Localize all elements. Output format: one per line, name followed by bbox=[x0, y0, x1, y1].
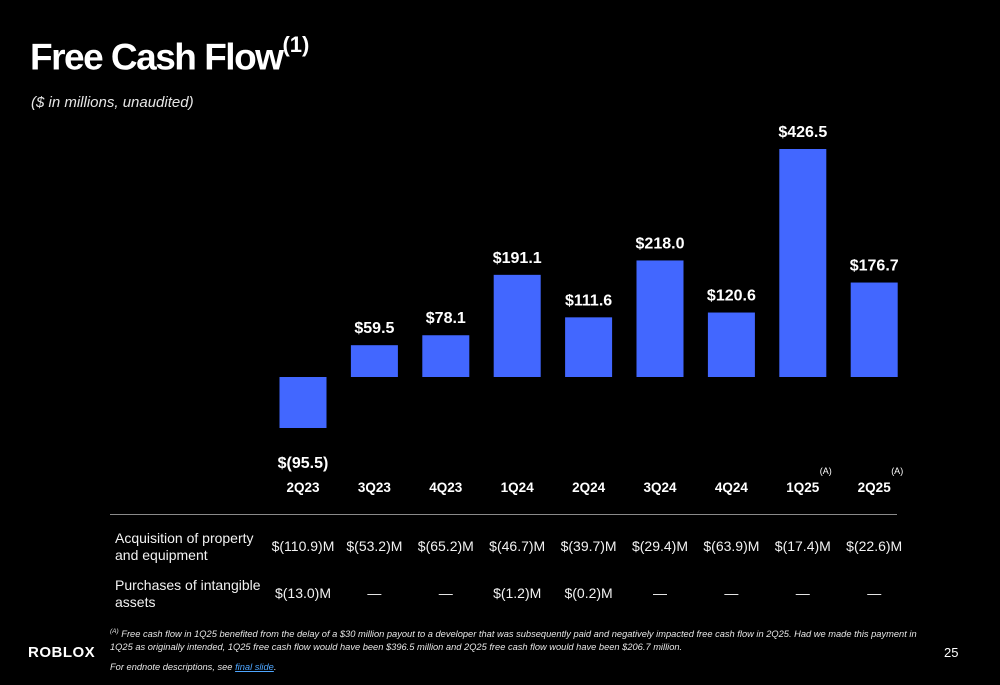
roblox-logo: ROBLOX bbox=[28, 644, 96, 661]
footnote-text: Free cash flow in 1Q25 benefited from th… bbox=[110, 629, 917, 653]
table-cell: — bbox=[653, 585, 667, 601]
table-cell: $(13.0)M bbox=[274, 585, 332, 601]
data-label-3Q24: $218.0 bbox=[636, 235, 685, 252]
bar-4Q23 bbox=[422, 335, 470, 377]
category-label-1Q24: 1Q24 bbox=[501, 480, 535, 495]
table-cell: $(0.2)M bbox=[564, 585, 613, 601]
table-cell: — bbox=[367, 585, 382, 601]
table-row-label: Purchases of intangible assets bbox=[115, 577, 261, 610]
bar-2Q25 bbox=[850, 282, 898, 377]
footnote: (A) Free cash flow in 1Q25 benefited fro… bbox=[110, 625, 940, 654]
endnote: For endnote descriptions, see final slid… bbox=[110, 662, 276, 672]
endnote-prefix: For endnote descriptions, see bbox=[110, 662, 236, 672]
endnote-suffix: . bbox=[273, 662, 277, 672]
category-label-4Q23: 4Q23 bbox=[429, 480, 463, 495]
bar-4Q24 bbox=[707, 312, 755, 377]
table-cell: $(29.4)M bbox=[631, 538, 689, 554]
data-label-1Q25: $426.5 bbox=[778, 124, 827, 141]
table-cell: — bbox=[724, 585, 739, 601]
category-label-2Q25: 2Q25 bbox=[858, 480, 892, 495]
category-label-4Q24: 4Q24 bbox=[715, 480, 749, 495]
title-text: Free Cash Flow bbox=[30, 36, 284, 78]
data-label-3Q23: $59.5 bbox=[354, 320, 394, 337]
bar-1Q24 bbox=[493, 274, 541, 377]
table-cell: $(22.6)M bbox=[846, 538, 903, 554]
category-label-1Q25: 1Q25 bbox=[786, 480, 820, 495]
category-label-3Q23: 3Q23 bbox=[358, 480, 392, 495]
category-label-3Q24: 3Q24 bbox=[643, 480, 677, 495]
final-slide-link[interactable]: final slide bbox=[235, 662, 274, 672]
title-footnote-marker: (1) bbox=[282, 32, 310, 57]
category-note-1Q25: (A) bbox=[820, 466, 832, 476]
category-note-2Q25: (A) bbox=[891, 466, 903, 476]
footnote-marker: (A) bbox=[110, 628, 119, 635]
category-label-2Q24: 2Q24 bbox=[572, 480, 606, 495]
data-label-2Q23: $(95.5) bbox=[278, 455, 329, 472]
page-number: 25 bbox=[944, 645, 959, 660]
table-row-label: Acquisition of property and equipment bbox=[115, 530, 254, 563]
page-title: Free Cash Flow(1) bbox=[30, 34, 309, 78]
table-cell: $(63.9)M bbox=[703, 538, 760, 554]
data-label-4Q23: $78.1 bbox=[426, 310, 466, 327]
bar-2Q23 bbox=[279, 377, 327, 428]
data-label-2Q25: $176.7 bbox=[850, 258, 899, 275]
table-cell: $(65.2)M bbox=[417, 538, 474, 554]
table-cell: $(1.2)M bbox=[493, 585, 542, 601]
table-divider bbox=[110, 514, 897, 515]
page-subtitle: ($ in millions, unaudited) bbox=[31, 94, 194, 111]
data-label-1Q24: $191.1 bbox=[493, 250, 542, 267]
table-cell: $(110.9)M bbox=[271, 538, 335, 554]
category-label-2Q23: 2Q23 bbox=[286, 480, 320, 495]
table-cell: $(53.2)M bbox=[346, 538, 403, 554]
bar-3Q23 bbox=[350, 345, 398, 377]
table-cell: — bbox=[438, 585, 453, 601]
data-label-4Q24: $120.6 bbox=[707, 288, 756, 305]
table-cell: — bbox=[867, 585, 882, 601]
table-cell: $(17.4)M bbox=[774, 538, 831, 554]
bar-1Q25 bbox=[779, 149, 827, 377]
data-label-2Q24: $111.6 bbox=[565, 292, 612, 309]
bar-2Q24 bbox=[565, 317, 613, 377]
bar-3Q24 bbox=[636, 260, 684, 377]
bar-chart: $(95.5) 2Q23 $59.5 3Q23 $78.1 4Q23 $191.1 1Q24 $… bbox=[278, 124, 904, 495]
table-cell: — bbox=[795, 585, 810, 601]
table-cell: $(46.7)M bbox=[489, 538, 546, 554]
table-cell: $(39.7)M bbox=[560, 538, 617, 554]
